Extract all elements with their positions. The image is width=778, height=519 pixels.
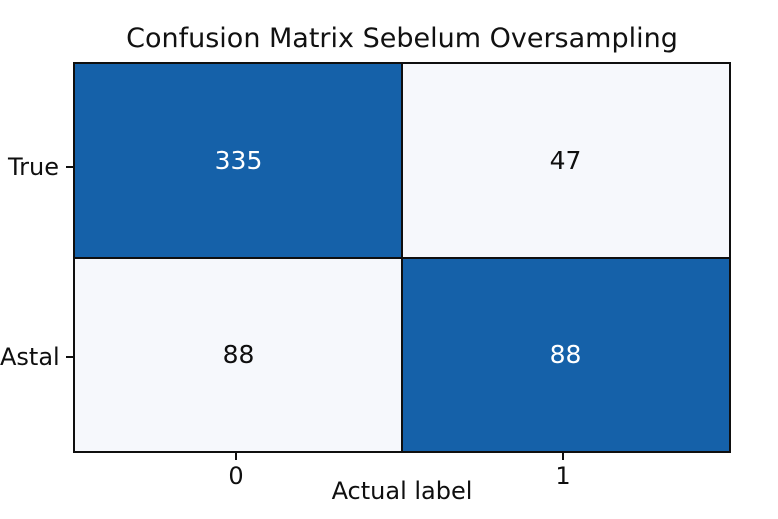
matrix-cell-astal-0: 88 <box>75 257 402 451</box>
x-tick-mark-1 <box>562 453 564 460</box>
y-tick-mark-astal <box>66 356 73 358</box>
y-tick-mark-true <box>66 166 73 168</box>
x-tick-label-1: 1 <box>555 462 571 490</box>
chart-title: Confusion Matrix Sebelum Oversampling <box>126 23 678 54</box>
x-axis-label: Actual label <box>331 477 473 505</box>
y-tick-label-true: True <box>8 153 59 181</box>
matrix-cell-true-1: 47 <box>402 64 729 258</box>
x-tick-label-0: 0 <box>228 462 244 490</box>
matrix-cell-true-0: 335 <box>75 64 402 258</box>
y-tick-label-astal: Astal <box>0 343 60 371</box>
plot-area: 335 47 88 88 <box>73 62 731 453</box>
x-tick-mark-0 <box>235 453 237 460</box>
matrix-cell-astal-1: 88 <box>402 257 729 451</box>
grid-divider-horizontal <box>75 256 729 259</box>
